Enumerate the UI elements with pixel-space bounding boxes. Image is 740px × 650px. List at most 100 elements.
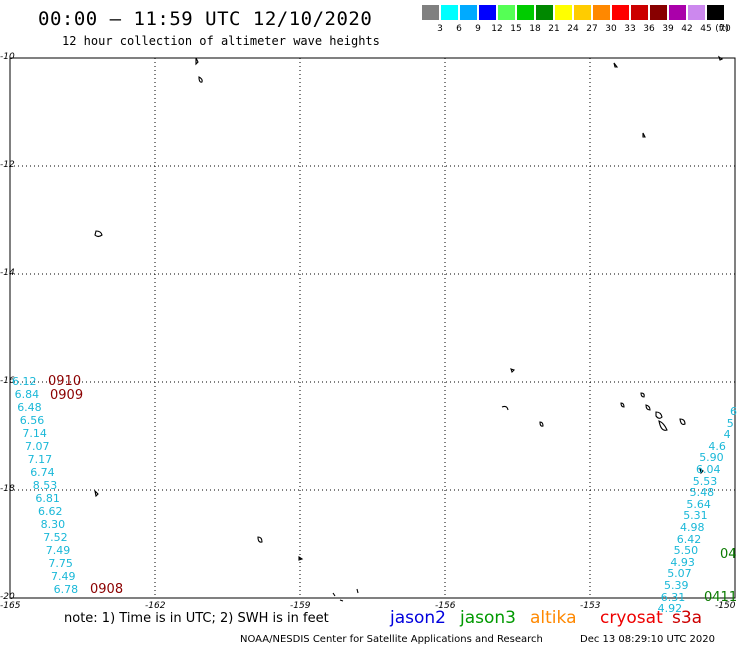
legend-swatch: [612, 5, 629, 20]
lon-label: -156: [435, 601, 456, 611]
wave-height-value: 4.6: [708, 439, 726, 453]
island: [501, 405, 509, 411]
island: [94, 230, 103, 238]
island: [613, 62, 619, 68]
legend-swatch: [574, 5, 591, 20]
legend-label: 12: [491, 24, 503, 34]
lon-label: -153: [580, 601, 601, 611]
wave-height-value: 7.75: [48, 557, 73, 570]
satellite-cryosat: cryosat: [600, 608, 663, 628]
wave-height-value: 8.30: [40, 518, 66, 531]
legend-swatch: [555, 5, 572, 20]
lat-label: -18: [0, 484, 15, 494]
wave-height-value: 5.07: [667, 567, 692, 581]
legend-label: 9: [475, 24, 481, 34]
lat-label: -12: [0, 160, 15, 170]
island: [198, 76, 203, 83]
wave-height-value: 6.04: [696, 463, 721, 476]
legend-swatch: [441, 5, 458, 20]
legend-label: 36: [643, 24, 655, 34]
wave-height-value: 5.64: [686, 497, 711, 511]
legend-label: 15: [510, 24, 522, 34]
track-time-label: 0909: [50, 388, 84, 403]
satellite-jason2: jason2: [390, 608, 446, 628]
wave-height-value: 7.07: [25, 440, 50, 453]
wave-height-value: 5.50: [673, 544, 699, 558]
legend-label: 70: [719, 24, 731, 34]
island: [339, 599, 344, 602]
wave-height-value: 6.48: [17, 401, 42, 414]
wave-height-value: 6.84: [14, 388, 40, 401]
wave-height-value: 6.56: [19, 414, 45, 427]
legend-label: 18: [529, 24, 541, 34]
island: [658, 420, 668, 431]
legend-label: 33: [624, 24, 636, 34]
satellite-s3a: s3a: [672, 608, 703, 628]
island: [94, 489, 99, 498]
footer-note: note: 1) Time is in UTC; 2) SWH is in fe…: [64, 611, 329, 626]
wave-height-value: 6.42: [676, 532, 702, 546]
legend-swatch: [650, 5, 667, 20]
wave-height-value: 5.39: [664, 579, 689, 592]
wave-height-value: 6.81: [35, 492, 60, 505]
legend-unit: (ft): [715, 24, 729, 34]
satellite-jason3: jason3: [460, 608, 516, 628]
legend-swatch: [688, 5, 705, 20]
map-gridlines: [9, 57, 736, 599]
island: [655, 411, 663, 419]
wave-height-value: 5.48: [689, 486, 715, 500]
wave-height-value: 5.31: [683, 509, 708, 523]
lat-label: -10: [0, 52, 15, 62]
legend-label: 27: [586, 24, 598, 34]
map-subtitle: 12 hour collection of altimeter wave hei…: [62, 34, 380, 48]
legend-swatch: [479, 5, 496, 20]
wave-height-value: 7.49: [51, 570, 76, 583]
legend-label: 39: [662, 24, 674, 34]
wave-height-value: 6.62: [38, 505, 63, 518]
legend-swatch: [669, 5, 686, 20]
wave-height-value: 6.78: [53, 583, 79, 596]
satellite-altika: altika: [530, 608, 577, 628]
wave-height-value: 7.52: [43, 531, 68, 544]
wave-height-value: 6.31: [660, 590, 686, 604]
island: [620, 402, 625, 408]
lon-label: -165: [0, 601, 21, 611]
wave-height-value: 6.74: [30, 466, 55, 479]
lon-label: -159: [290, 601, 311, 611]
island: [645, 404, 651, 411]
island: [699, 467, 704, 475]
wave-height-value: 6: [730, 405, 737, 418]
island: [679, 418, 686, 425]
island-outlines: [94, 55, 724, 602]
legend-label: 3: [437, 24, 443, 34]
island: [257, 536, 263, 543]
timestamp-text: Dec 13 08:29:10 UTC 2020: [580, 634, 715, 645]
legend-label: 45: [700, 24, 712, 34]
legend-label: 30: [605, 24, 617, 34]
island: [539, 421, 544, 427]
wave-height-value: 4.98: [680, 521, 705, 534]
lat-label: -20: [0, 592, 15, 602]
island: [195, 57, 199, 66]
island: [640, 392, 645, 398]
legend-label: 24: [567, 24, 579, 34]
legend-swatch: [422, 5, 439, 20]
wave-height-value: 4.93: [670, 555, 695, 569]
island: [717, 55, 724, 61]
track-time-label: 0908: [90, 582, 124, 597]
wave-height-value: 4: [723, 428, 731, 442]
wave-height-value: 8.53: [32, 479, 58, 492]
wave-height-value: 6.12: [12, 375, 37, 388]
wave-height-value: 5: [726, 416, 734, 430]
credit-text: NOAA/NESDIS Center for Satellite Applica…: [240, 634, 543, 645]
legend-label: 42: [681, 24, 693, 34]
island: [298, 555, 304, 561]
wave-height-value: 5.90: [699, 451, 724, 465]
legend-swatch: [536, 5, 553, 20]
legend-swatch: [631, 5, 648, 20]
legend-swatch: [593, 5, 610, 20]
map-frame: [9, 57, 736, 599]
legend-label: 6: [456, 24, 462, 34]
legend-swatch: [460, 5, 477, 20]
